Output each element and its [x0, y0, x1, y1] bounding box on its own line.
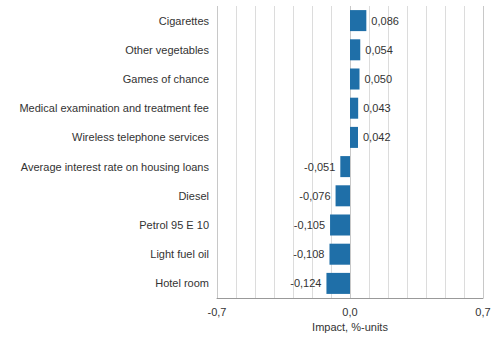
svg-text:Cigarettes: Cigarettes [159, 15, 210, 27]
svg-text:-0,105: -0,105 [294, 219, 325, 231]
svg-text:-0,108: -0,108 [293, 248, 324, 260]
svg-text:Petrol 95 E 10: Petrol 95 E 10 [139, 219, 209, 231]
svg-text:Medical examination and treatm: Medical examination and treatment fee [19, 102, 209, 114]
svg-text:0,086: 0,086 [371, 15, 399, 27]
svg-text:Light fuel oil: Light fuel oil [150, 248, 209, 260]
svg-text:-0,051: -0,051 [304, 161, 335, 173]
svg-text:0,0: 0,0 [342, 306, 357, 318]
svg-text:Diesel: Diesel [178, 190, 209, 202]
svg-text:Hotel room: Hotel room [155, 277, 209, 289]
svg-text:-0,7: -0,7 [208, 306, 227, 318]
svg-text:-0,076: -0,076 [299, 190, 330, 202]
svg-text:Wireless telephone services: Wireless telephone services [72, 131, 209, 143]
svg-text:0,043: 0,043 [363, 102, 391, 114]
svg-text:0,050: 0,050 [365, 73, 393, 85]
svg-text:-0,124: -0,124 [290, 277, 321, 289]
svg-text:Impact, %-units: Impact, %-units [312, 321, 388, 333]
svg-text:Games of chance: Games of chance [123, 73, 209, 85]
svg-text:0,054: 0,054 [365, 44, 393, 56]
svg-text:Average interest rate on housi: Average interest rate on housing loans [21, 161, 210, 173]
svg-text:0,042: 0,042 [363, 131, 391, 143]
svg-text:Other vegetables: Other vegetables [125, 44, 209, 56]
svg-text:0,7: 0,7 [475, 306, 490, 318]
